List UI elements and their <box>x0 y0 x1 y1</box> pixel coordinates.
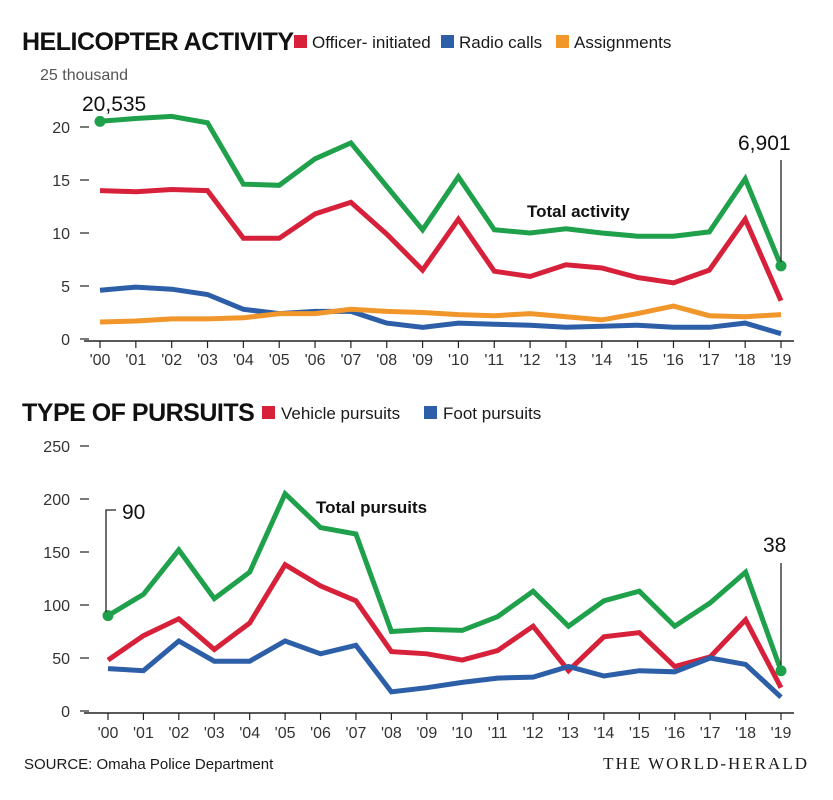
leader-line-start <box>105 509 116 612</box>
chart-title: HELICOPTER ACTIVITY <box>22 28 294 56</box>
legend-label-foot: Foot pursuits <box>443 404 541 423</box>
x-tick-label: '16 <box>664 725 685 742</box>
legend-swatch-vehicle <box>262 406 275 419</box>
y-tick-label: 100 <box>43 598 70 615</box>
callout-start-value: 90 <box>122 501 145 524</box>
x-tick-label: '10 <box>448 352 469 369</box>
y-tick-label: 10 <box>52 226 70 243</box>
x-tick-label: '08 <box>376 352 397 369</box>
marker-start <box>102 610 114 622</box>
y-tick-label: 150 <box>43 545 70 562</box>
x-tick-label: '14 <box>593 725 614 742</box>
legend-label-assignments: Assignments <box>574 33 671 52</box>
y-tick-label: 15 <box>52 173 70 190</box>
y-tick-label: 50 <box>52 651 70 668</box>
series-line-foot <box>107 637 783 700</box>
legend-label-vehicle: Vehicle pursuits <box>281 404 400 423</box>
marker-end <box>775 260 787 272</box>
x-tick-label: '02 <box>168 725 189 742</box>
x-tick-label: '09 <box>416 725 437 742</box>
series-lines <box>106 489 784 700</box>
x-tick-label: '15 <box>629 725 650 742</box>
y-axis-unit-label: 25 thousand <box>40 67 128 84</box>
x-tick-label: '02 <box>161 352 182 369</box>
legend-label-officer: Officer- initiated <box>312 33 431 52</box>
series-line-total <box>99 113 784 267</box>
series-line-total <box>106 489 784 672</box>
x-tick-label: '14 <box>591 352 612 369</box>
legend-swatch-foot <box>424 406 437 419</box>
x-axis: '00 '01 '02 '03 '04 '05 '06 '07 '08 '09 '10 '11 '12 '… <box>84 340 794 369</box>
x-tick-label: '03 <box>204 725 225 742</box>
x-tick-label: '13 <box>556 352 577 369</box>
x-tick-label: '11 <box>484 352 504 369</box>
chart-title: TYPE OF PURSUITS <box>22 399 254 427</box>
x-tick-label: '06 <box>305 352 326 369</box>
x-tick-label: '07 <box>346 725 367 742</box>
annotations: 20,535 6,901 Total activity <box>82 93 791 272</box>
x-tick-label: '00 <box>98 725 119 742</box>
x-tick-label: '01 <box>125 352 146 369</box>
x-tick-label: '03 <box>197 352 218 369</box>
series-line-officer <box>99 186 784 302</box>
x-tick-label: '12 <box>520 352 541 369</box>
x-tick-label: '19 <box>771 352 792 369</box>
y-tick-label: 0 <box>61 332 70 349</box>
series-label-total-activity: Total activity <box>527 202 630 221</box>
marker-end <box>775 665 787 677</box>
x-tick-label: '13 <box>558 725 579 742</box>
x-tick-label: '16 <box>663 352 684 369</box>
annotations: 90 38 Total pursuits <box>102 498 787 677</box>
y-tick-label: 20 <box>52 120 70 137</box>
x-tick-label: '05 <box>269 352 290 369</box>
x-tick-label: '04 <box>233 352 254 369</box>
series-line-vehicle <box>106 561 784 689</box>
x-tick-label: '10 <box>452 725 473 742</box>
x-tick-label: '18 <box>735 352 756 369</box>
legend-swatch-assignments <box>556 35 569 48</box>
x-tick-label: '05 <box>275 725 296 742</box>
x-tick-label: '11 <box>488 725 508 742</box>
x-tick-label: '17 <box>700 725 721 742</box>
legend-label-radio: Radio calls <box>459 33 542 52</box>
source-note: SOURCE: Omaha Police Department <box>24 756 274 773</box>
series-label-total-pursuits: Total pursuits <box>316 498 427 517</box>
y-axis-ticks: 0 50 100 150 200 250 <box>43 439 89 721</box>
x-tick-label: '17 <box>699 352 720 369</box>
series-line-assign <box>99 303 782 325</box>
x-axis: '00 '01 '02 '03 '04 '05 '06 '07 '08 '09 '10 '11 '12 '… <box>84 712 794 742</box>
x-tick-label: '06 <box>310 725 331 742</box>
y-tick-label: 5 <box>61 279 70 296</box>
y-axis-ticks: 0 5 10 15 20 <box>52 120 89 349</box>
x-tick-label: '04 <box>239 725 260 742</box>
x-tick-label: '15 <box>627 352 648 369</box>
x-tick-label: '08 <box>381 725 402 742</box>
y-tick-label: 200 <box>43 492 70 509</box>
chart-helicopter-activity: HELICOPTER ACTIVITY Officer- initiated R… <box>22 28 794 369</box>
chart-type-of-pursuits: TYPE OF PURSUITS Vehicle pursuits Foot p… <box>22 399 794 742</box>
legend-swatch-officer <box>294 35 307 48</box>
x-tick-label: '00 <box>90 352 111 369</box>
y-tick-label: 0 <box>61 704 70 721</box>
callout-start-value: 20,535 <box>82 93 146 116</box>
x-tick-label: '12 <box>523 725 544 742</box>
x-tick-label: '09 <box>412 352 433 369</box>
marker-start <box>94 115 106 127</box>
x-tick-label: '19 <box>771 725 792 742</box>
series-line-radio <box>99 284 782 337</box>
publisher-logo: THE WORLD-HERALD <box>603 754 809 773</box>
y-tick-label: 250 <box>43 439 70 456</box>
x-tick-label: '01 <box>133 725 154 742</box>
legend-swatch-radio <box>441 35 454 48</box>
callout-end-value: 38 <box>763 534 786 557</box>
series-lines <box>99 113 784 337</box>
callout-end-value: 6,901 <box>738 132 791 155</box>
x-tick-label: '07 <box>340 352 361 369</box>
x-tick-label: '18 <box>735 725 756 742</box>
